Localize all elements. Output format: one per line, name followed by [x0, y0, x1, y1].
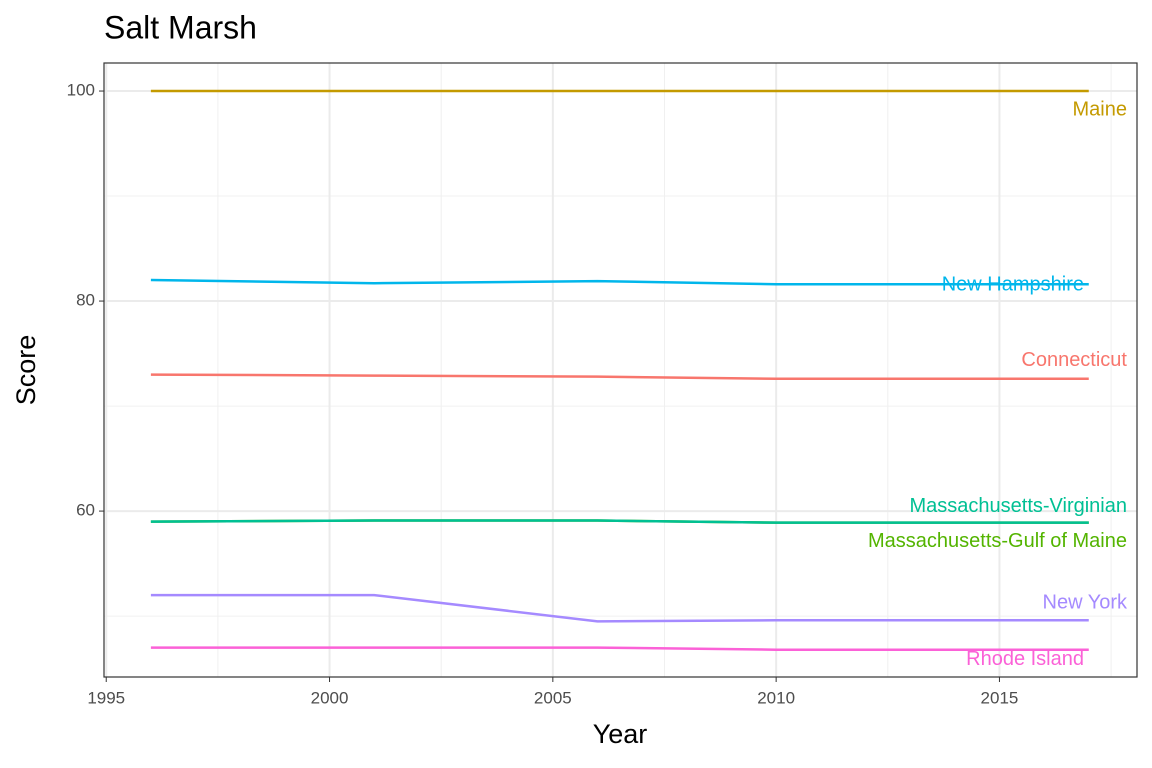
- x-tick-label: 2000: [311, 688, 349, 707]
- series-label: Rhode Island: [966, 648, 1084, 670]
- y-tick-label: 100: [67, 81, 95, 100]
- chart-title: Salt Marsh: [104, 9, 257, 45]
- x-tick-label: 2005: [534, 688, 572, 707]
- y-tick-label: 60: [76, 501, 95, 520]
- series-label: New Hampshire: [942, 274, 1084, 296]
- y-axis-title: Score: [11, 335, 41, 406]
- series-line: [150, 646, 1089, 651]
- series-line: [150, 278, 1089, 286]
- series-label: Massachusetts-Virginian: [909, 495, 1127, 517]
- x-axis-title: Year: [593, 719, 648, 749]
- series-line: [150, 593, 1089, 623]
- series-label: Maine: [1073, 98, 1127, 120]
- series-label: New York: [1043, 592, 1128, 614]
- series-line: [150, 519, 1089, 524]
- x-tick-label: 2015: [981, 688, 1019, 707]
- series-line: [150, 373, 1089, 381]
- series-label: Connecticut: [1021, 349, 1127, 371]
- series-label: Massachusetts-Gulf of Maine: [868, 530, 1127, 552]
- x-tick-label: 1995: [87, 688, 125, 707]
- x-tick-label: 2010: [757, 688, 795, 707]
- y-tick-label: 80: [76, 291, 95, 310]
- panel-border: [103, 62, 1138, 678]
